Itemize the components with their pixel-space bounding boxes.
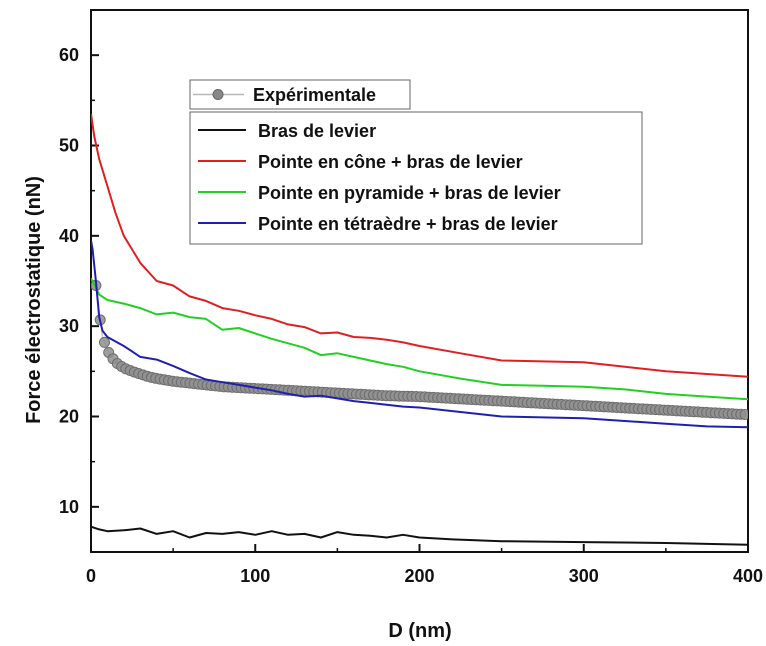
x-axis-title: D (nm) (388, 620, 451, 642)
y-tick-label: 40 (59, 226, 79, 246)
experimental-point (99, 336, 110, 348)
x-tick-label: 400 (733, 566, 763, 586)
experimental-point (739, 409, 748, 420)
model-series (91, 113, 748, 546)
legend-label: Pointe en pyramide + bras de levier (258, 183, 561, 203)
legend-label-experimental: Expérimentale (253, 85, 376, 105)
series-line-2 (91, 113, 748, 378)
legend-label: Bras de levier (258, 121, 376, 141)
series-line-1 (91, 525, 748, 546)
x-tick-label: 100 (240, 566, 270, 586)
legend-label: Pointe en cône + bras de levier (258, 152, 523, 172)
series-line-4 (91, 240, 748, 429)
legend-label: Pointe en tétraèdre + bras de levier (258, 214, 558, 234)
experimental-series (91, 280, 748, 420)
y-tick-label: 60 (59, 45, 79, 65)
x-axis: 0 100 200 300 400 (86, 544, 763, 586)
y-tick-label: 20 (59, 407, 79, 427)
legend-swatch-experimental-marker (212, 89, 224, 100)
x-tick-label: 200 (404, 566, 434, 586)
legend-box-models (189, 111, 643, 245)
legend: Expérimentale Bras de levier Pointe en cô… (189, 79, 643, 245)
y-axis: 10 20 30 40 50 60 (59, 45, 99, 517)
y-axis-title: Force électrostatique (nN) (23, 176, 45, 424)
y-tick-label: 10 (59, 497, 79, 517)
y-tick-label: 50 (59, 136, 79, 156)
series-line-3 (91, 277, 748, 401)
y-tick-label: 30 (59, 316, 79, 336)
x-tick-label: 0 (86, 566, 96, 586)
x-tick-label: 300 (569, 566, 599, 586)
